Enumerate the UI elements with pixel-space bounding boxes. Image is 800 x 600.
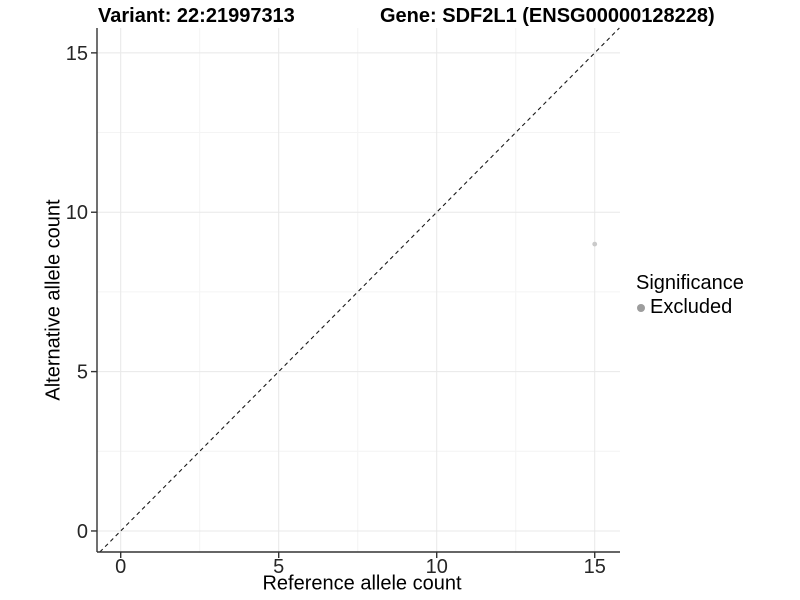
y-tick-label: 10 bbox=[66, 202, 88, 224]
y-axis-title: Alternative allele count bbox=[42, 199, 65, 401]
plot-title-variant: Variant: 22:21997313 bbox=[98, 5, 295, 27]
legend-point-icon bbox=[637, 303, 645, 312]
legend: Significance Excluded bbox=[636, 272, 744, 319]
plot-title-gene: Gene: SDF2L1 (ENSG00000128228) bbox=[380, 5, 715, 27]
y-tick-label: 15 bbox=[66, 43, 88, 65]
identity-reference-line bbox=[99, 27, 620, 553]
y-tick-label: 5 bbox=[77, 362, 88, 384]
legend-title: Significance bbox=[636, 272, 744, 294]
x-tick-label: 15 bbox=[584, 556, 606, 578]
data-point bbox=[592, 241, 598, 247]
x-tick-label: 5 bbox=[273, 556, 284, 578]
legend-item-label: Excluded bbox=[650, 296, 733, 318]
x-axis-title: Reference allele count bbox=[262, 572, 462, 595]
legend-item-excluded: Excluded bbox=[637, 296, 744, 319]
y-tick-label: 0 bbox=[77, 521, 88, 543]
x-tick-label: 0 bbox=[115, 556, 126, 578]
x-tick-label: 10 bbox=[426, 556, 448, 578]
